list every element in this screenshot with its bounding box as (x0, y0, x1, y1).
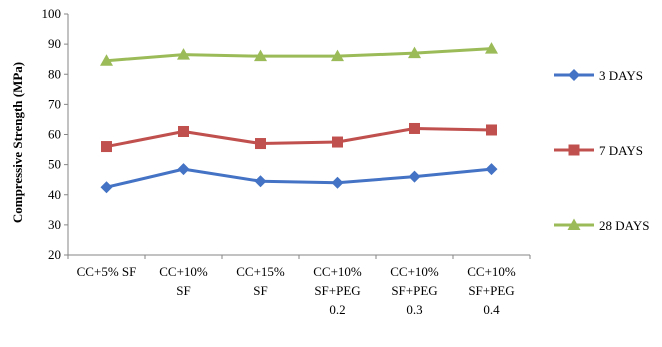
series-line (106, 47, 492, 63)
data-point (485, 42, 498, 54)
chart-legend: 3 DAYS 7 DAYS 28 DAYS (554, 68, 649, 233)
y-tick-label: 80 (48, 66, 61, 81)
x-tick-label: CC+10% SF+PEG 0.2 (313, 264, 362, 317)
y-tick-label: 90 (48, 36, 61, 51)
legend-label: 28 DAYS (599, 218, 649, 233)
data-point (254, 49, 267, 62)
data-point (408, 46, 421, 59)
x-tick-label: CC+5% SF (77, 264, 137, 279)
data-point (177, 48, 190, 60)
series-line (106, 126, 492, 149)
y-tick-label: 40 (48, 187, 61, 202)
legend-item: 28 DAYS (554, 218, 649, 233)
series-line (106, 167, 492, 189)
data-point (331, 176, 344, 189)
data-point (408, 170, 421, 183)
data-point (332, 136, 343, 148)
x-tick-label: CC+10% SF+PEG 0.4 (467, 264, 516, 317)
y-tick-label: 60 (48, 127, 61, 142)
y-tick-label: 50 (48, 157, 61, 172)
legend-item: 3 DAYS (554, 68, 643, 83)
data-point (101, 141, 112, 153)
legend-label: 3 DAYS (599, 68, 643, 83)
x-tick-label: CC+10% SF (159, 264, 208, 298)
y-axis-label: Compressive Strength (MPa) (10, 62, 25, 223)
data-point (567, 218, 581, 230)
data-point (409, 122, 420, 134)
y-tick-label: 30 (48, 217, 61, 232)
series-7-days (101, 122, 497, 153)
data-point (568, 144, 580, 156)
y-tick-label: 100 (42, 6, 62, 21)
series-28-days (100, 42, 498, 66)
chart-series (100, 42, 498, 194)
data-point (485, 163, 498, 176)
data-point (331, 49, 344, 62)
data-point (568, 69, 580, 81)
data-point (255, 138, 266, 150)
data-point (177, 163, 190, 176)
data-point (100, 181, 113, 194)
y-axis-ticks: 20 30 40 50 60 70 80 90 100 (42, 6, 62, 262)
x-tick-label: CC+15% SF (236, 264, 285, 298)
x-axis-ticks: CC+5% SF CC+10% SF CC+15% SF CC+10% SF+PEG 0.2 C… (77, 264, 516, 317)
legend-item: 7 DAYS (554, 143, 643, 158)
y-tick-label: 70 (48, 96, 61, 111)
chart-axes (64, 13, 531, 259)
x-tick-label: CC+10% SF+PEG 0.3 (390, 264, 439, 317)
data-point (486, 124, 497, 136)
data-point (100, 54, 113, 66)
legend-label: 7 DAYS (599, 143, 643, 158)
series-3-days (100, 163, 498, 194)
data-point (178, 125, 189, 137)
y-tick-label: 20 (48, 247, 61, 262)
data-point (254, 175, 267, 188)
